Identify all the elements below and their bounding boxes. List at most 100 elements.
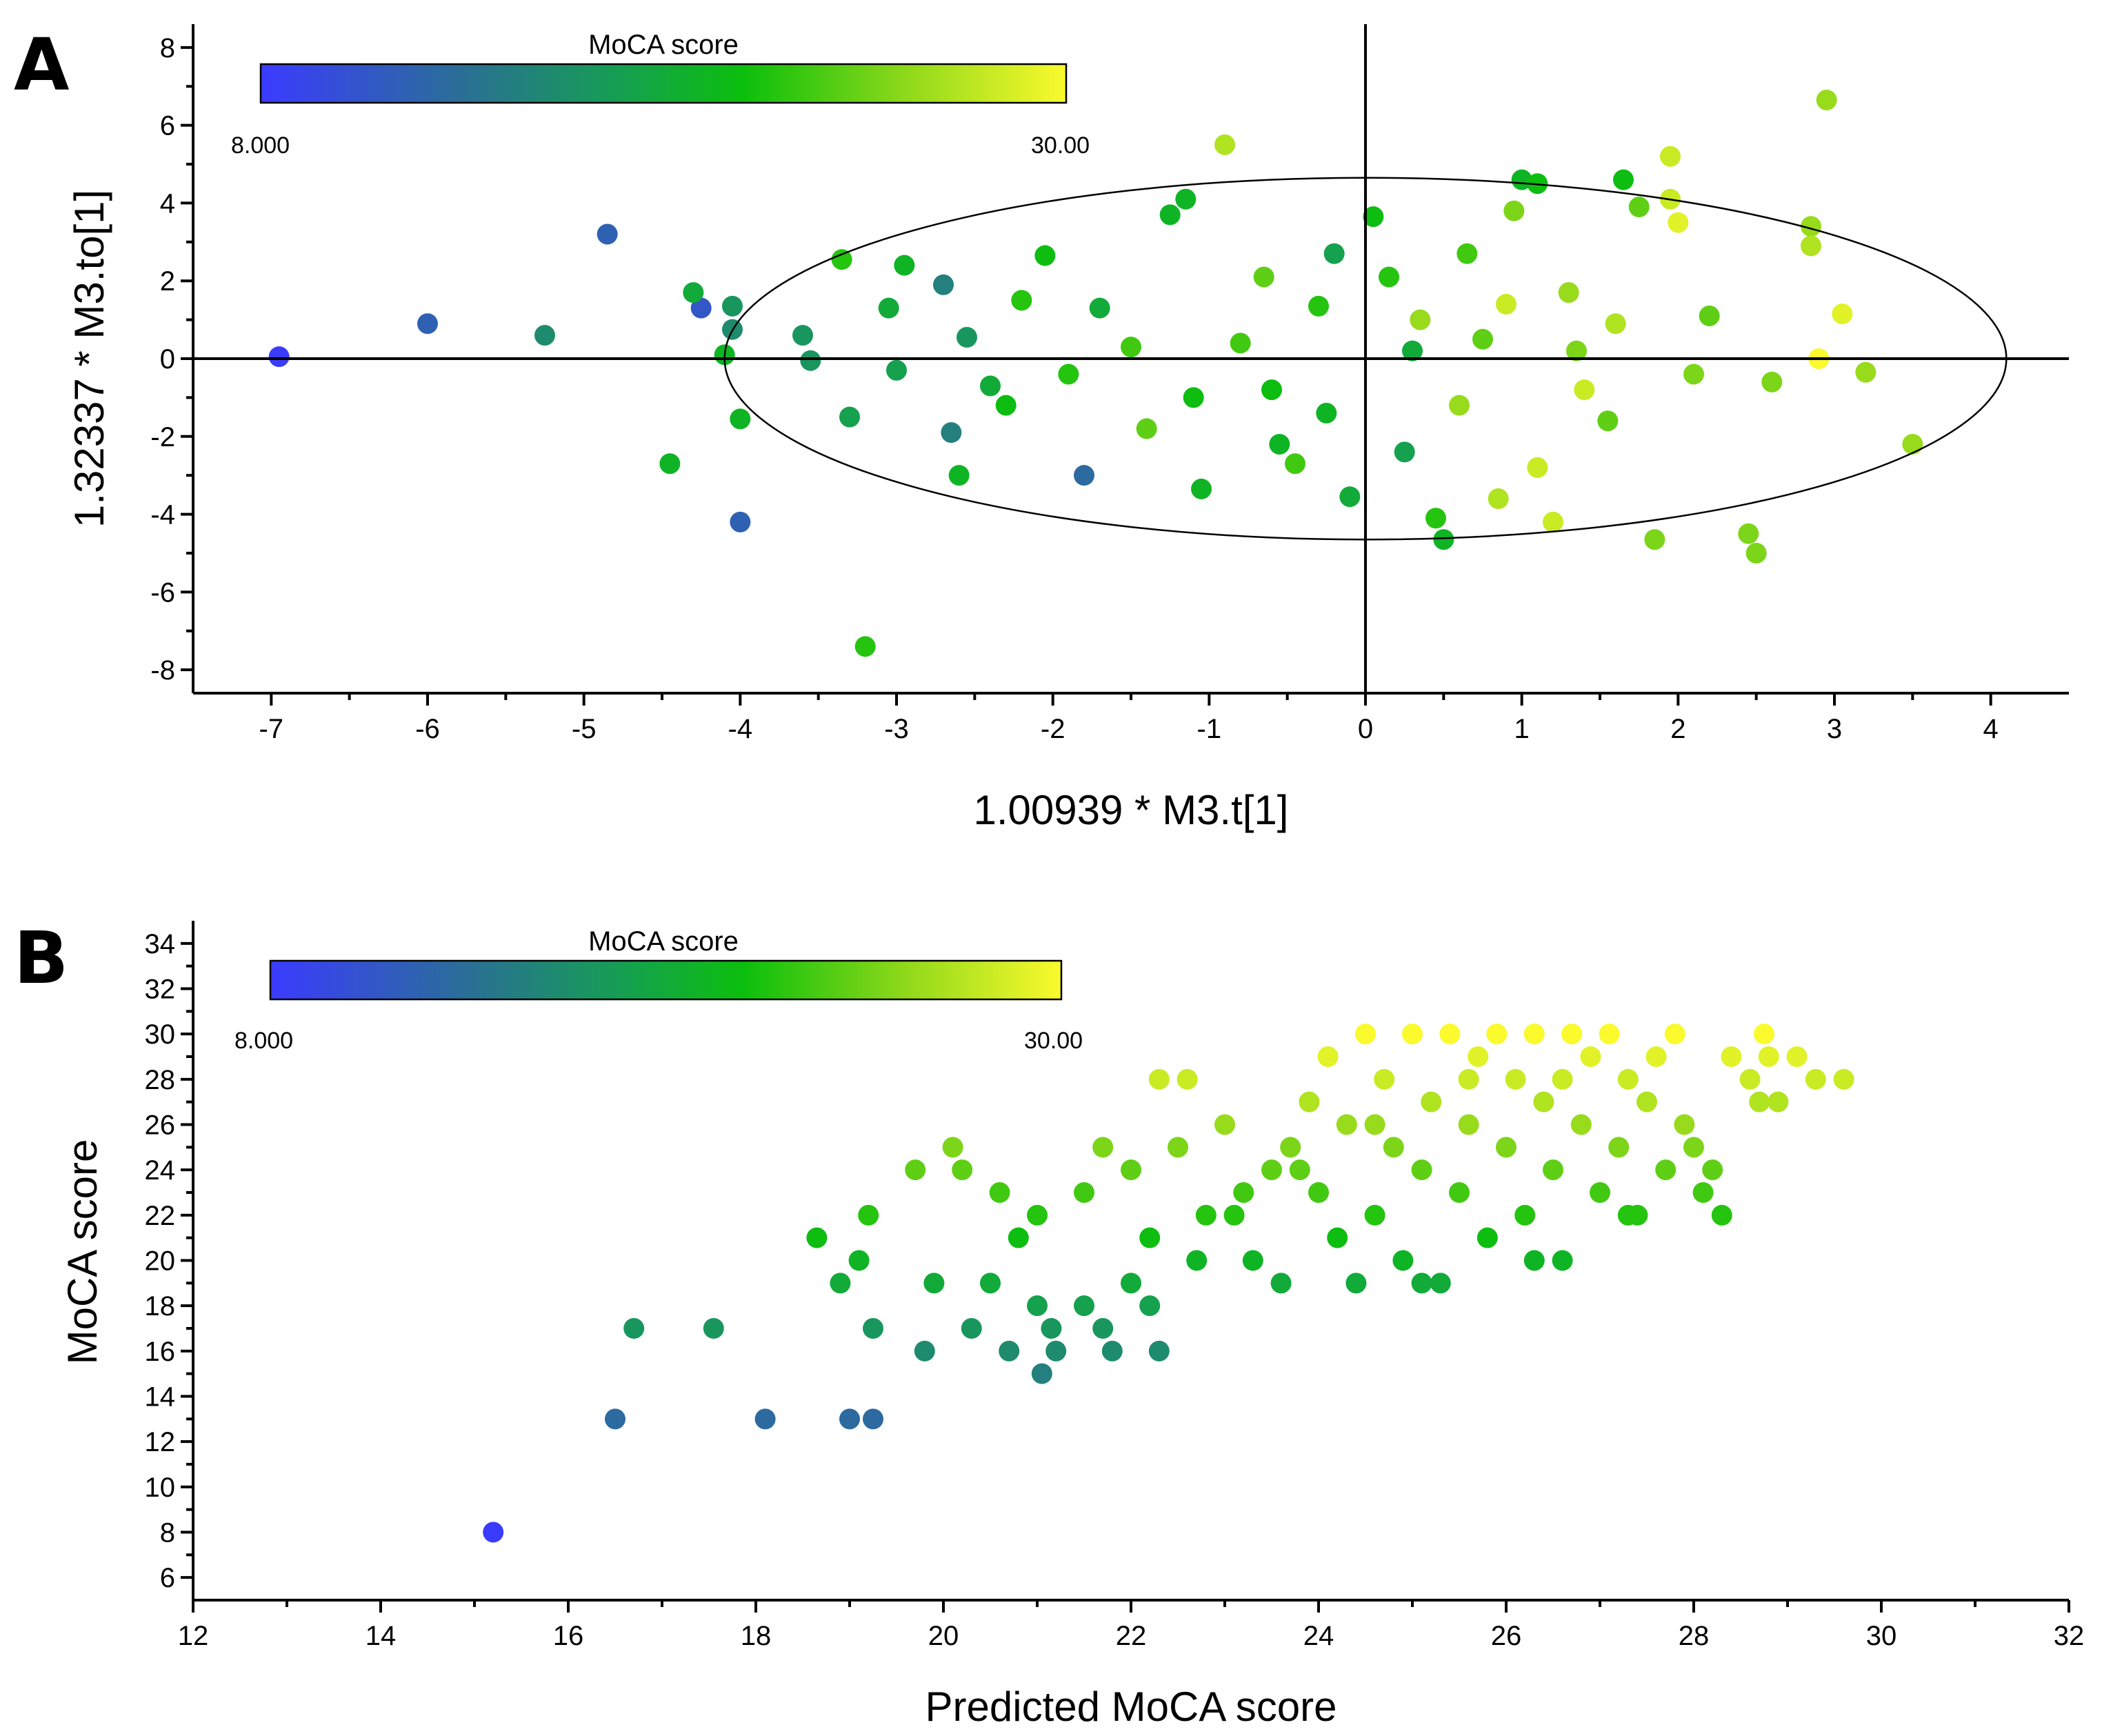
panel-a-ticks: -7 -6 -5 -4 -3 -2 -1 0 1 2 3 4 -8 -6 -4 -2 0 2 4 6 8 — [150, 33, 1998, 744]
x-tick-label: 24 — [1303, 1621, 1334, 1651]
data-point — [1749, 1091, 1770, 1113]
panel-b-colorbar-max: 30.00 — [1024, 1028, 1083, 1054]
data-point — [1505, 1068, 1526, 1090]
data-point — [1089, 297, 1110, 319]
x-tick-label: 4 — [1983, 714, 1999, 744]
data-point — [948, 465, 970, 486]
y-tick-label: -8 — [150, 655, 175, 686]
x-tick-label: 18 — [741, 1621, 772, 1651]
data-point — [980, 375, 1001, 397]
data-point — [1410, 309, 1431, 330]
data-point — [1523, 1024, 1545, 1045]
data-point — [1139, 1295, 1161, 1317]
data-point — [1683, 1137, 1704, 1158]
panel-a-y-label: 1.32337 * M3.to[1] — [66, 190, 112, 528]
data-point — [1472, 328, 1493, 350]
data-point — [830, 1273, 851, 1294]
data-point — [1570, 1114, 1592, 1135]
data-point — [1214, 134, 1235, 155]
data-point — [1739, 1068, 1761, 1090]
data-point — [1101, 1340, 1123, 1361]
data-point — [690, 297, 712, 319]
data-point — [1242, 1250, 1263, 1271]
data-point — [1034, 245, 1056, 266]
data-point — [1561, 1024, 1583, 1045]
panel-b-points — [483, 1024, 1854, 1543]
data-point — [1289, 1159, 1310, 1181]
data-point — [1617, 1204, 1639, 1226]
data-point — [1285, 453, 1305, 475]
panel-a-x-label: 1.00939 * M3.t[1] — [974, 787, 1289, 833]
data-point — [1261, 379, 1282, 401]
data-point — [1644, 529, 1665, 550]
data-point — [1566, 340, 1587, 361]
data-point — [806, 1227, 828, 1248]
data-point — [1233, 1182, 1254, 1203]
data-point — [1590, 1182, 1610, 1203]
data-point — [1816, 89, 1837, 110]
data-point — [1458, 1068, 1479, 1090]
data-point — [1805, 1068, 1826, 1090]
data-point — [1421, 1091, 1442, 1113]
data-point — [1045, 1340, 1067, 1361]
data-point — [1558, 282, 1579, 303]
data-point — [1533, 1091, 1554, 1113]
data-point — [858, 1204, 879, 1226]
x-tick-label: -1 — [1197, 714, 1222, 744]
x-tick-label: 0 — [1358, 714, 1373, 744]
y-tick-label: 8 — [160, 1518, 175, 1548]
x-tick-label: 32 — [2054, 1621, 2085, 1651]
data-point — [597, 223, 618, 245]
y-tick-label: 4 — [160, 188, 175, 219]
data-point — [1183, 387, 1204, 408]
data-point — [1308, 295, 1329, 317]
data-point — [1195, 1204, 1217, 1226]
data-point — [1092, 1318, 1114, 1339]
data-point — [1339, 486, 1361, 508]
data-point — [1374, 1068, 1395, 1090]
data-point — [980, 1273, 1001, 1294]
data-point — [941, 422, 962, 443]
data-point — [1175, 188, 1197, 210]
y-tick-label: 0 — [160, 344, 175, 375]
data-point — [1364, 1114, 1385, 1135]
data-point — [1902, 434, 1923, 455]
data-point — [1121, 1273, 1141, 1294]
data-point — [1261, 1159, 1282, 1181]
data-point — [1449, 1182, 1470, 1203]
data-point — [1031, 1363, 1052, 1384]
data-point — [1738, 523, 1759, 544]
x-tick-label: 30 — [1866, 1621, 1897, 1651]
data-point — [1801, 216, 1821, 237]
data-point — [839, 406, 860, 428]
x-tick-label: -7 — [259, 714, 284, 744]
data-point — [1402, 340, 1423, 361]
data-point — [1605, 313, 1626, 335]
data-point — [923, 1273, 945, 1294]
data-point — [1527, 457, 1548, 478]
data-point — [1664, 1024, 1685, 1045]
data-point — [1477, 1227, 1498, 1248]
data-point — [483, 1522, 504, 1543]
data-point — [1159, 204, 1181, 226]
data-point — [534, 325, 555, 346]
data-point — [800, 350, 821, 371]
data-point — [792, 325, 813, 346]
data-point — [1027, 1295, 1048, 1317]
data-point — [1327, 1227, 1348, 1248]
data-point — [1683, 363, 1704, 385]
data-point — [1496, 294, 1517, 315]
panel-a-colorbar-title: MoCA score — [588, 30, 739, 60]
data-point — [1336, 1114, 1357, 1135]
x-tick-label: 22 — [1116, 1621, 1147, 1651]
panel-a-points — [268, 89, 1923, 657]
data-point — [1280, 1137, 1301, 1158]
data-point — [683, 282, 704, 303]
data-point — [1345, 1273, 1367, 1294]
data-point — [1761, 371, 1783, 392]
data-point — [1702, 1159, 1723, 1181]
data-point — [1468, 1046, 1489, 1067]
y-tick-label: 26 — [145, 1110, 176, 1141]
data-point — [1552, 1068, 1573, 1090]
data-point — [1394, 441, 1415, 463]
